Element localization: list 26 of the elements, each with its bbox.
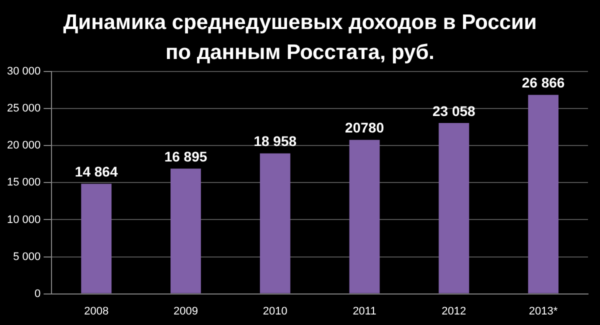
data-label: 14 864	[74, 164, 118, 180]
bar	[81, 184, 112, 294]
x-tick-label: 2012	[442, 305, 466, 318]
y-tick-label: 25 000	[6, 102, 41, 115]
x-tick-label: 2010	[262, 305, 288, 318]
bar	[438, 123, 470, 294]
y-tick-label: 10 000	[6, 214, 41, 226]
data-label: 18 958	[254, 133, 297, 150]
x-tick-label: 2011	[352, 305, 376, 318]
data-label: 26 866	[522, 74, 565, 91]
bar	[170, 168, 201, 294]
data-label: 16 895	[164, 148, 208, 165]
bar	[260, 153, 290, 294]
bar	[528, 94, 558, 294]
y-tick-label: 0	[34, 288, 41, 300]
data-label: 20780	[345, 120, 384, 136]
bar	[349, 140, 380, 294]
x-tick-label: 2013*	[528, 305, 558, 318]
x-tick-label: 2009	[173, 305, 198, 318]
data-label: 23 058	[432, 102, 476, 119]
x-tick-label: 2008	[84, 305, 109, 318]
y-tick-label: 20 000	[6, 140, 41, 152]
y-tick-label: 30 000	[6, 66, 41, 78]
y-tick-label: 15 000	[6, 176, 41, 189]
y-tick-label: 5 000	[13, 250, 41, 263]
chart-title: Динамика среднедушевых доходов в России по данным Росстата, руб.	[62, 10, 538, 66]
